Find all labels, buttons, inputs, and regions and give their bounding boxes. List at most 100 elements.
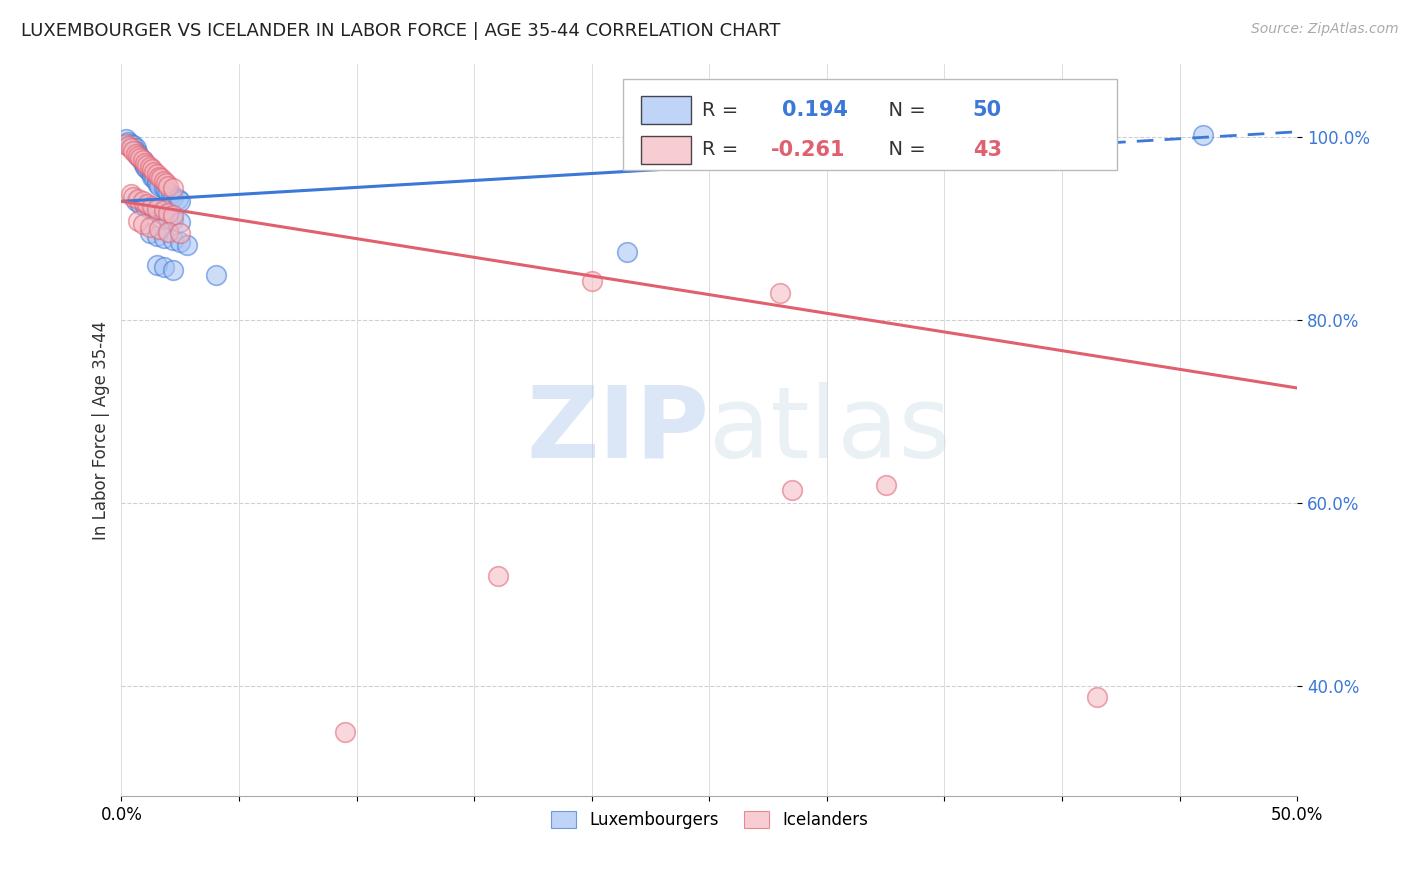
Point — [122, 144, 145, 158]
Text: ZIP: ZIP — [526, 382, 709, 479]
Point — [141, 169, 163, 184]
Point — [152, 203, 174, 218]
Text: N =: N = — [876, 140, 932, 159]
Point — [141, 167, 163, 181]
Text: 50: 50 — [973, 100, 1002, 120]
Point — [131, 156, 153, 170]
Point — [131, 153, 153, 168]
Text: -0.261: -0.261 — [770, 140, 845, 160]
Point — [145, 176, 167, 190]
Point — [131, 194, 153, 209]
Point — [176, 238, 198, 252]
Text: R =: R = — [702, 101, 745, 120]
Point — [169, 227, 191, 241]
FancyBboxPatch shape — [641, 96, 690, 124]
Point — [124, 144, 146, 158]
Legend: Luxembourgers, Icelanders: Luxembourgers, Icelanders — [544, 804, 875, 835]
Point — [152, 208, 174, 222]
Point — [155, 183, 177, 197]
Point — [124, 141, 146, 155]
Point — [145, 202, 167, 216]
Point — [148, 169, 170, 184]
Point — [143, 171, 166, 186]
Point — [157, 206, 180, 220]
Point — [136, 162, 159, 177]
Point — [157, 178, 180, 193]
Point — [134, 199, 156, 213]
Point — [136, 197, 159, 211]
Text: LUXEMBOURGER VS ICELANDER IN LABOR FORCE | AGE 35-44 CORRELATION CHART: LUXEMBOURGER VS ICELANDER IN LABOR FORCE… — [21, 22, 780, 40]
Point — [129, 151, 152, 165]
Point — [141, 199, 163, 213]
Point — [124, 194, 146, 209]
Point — [117, 139, 139, 153]
Point — [162, 233, 184, 247]
Point — [120, 186, 142, 201]
Point — [145, 229, 167, 244]
Point — [333, 725, 356, 739]
Point — [155, 176, 177, 190]
Point — [162, 180, 184, 194]
Point — [131, 217, 153, 231]
Point — [169, 235, 191, 250]
Point — [134, 156, 156, 170]
Text: Source: ZipAtlas.com: Source: ZipAtlas.com — [1251, 22, 1399, 37]
Point — [486, 569, 509, 583]
Point — [162, 212, 184, 227]
Point — [124, 146, 146, 161]
Point — [115, 136, 138, 151]
Point — [157, 225, 180, 239]
Text: 43: 43 — [973, 140, 1001, 160]
Y-axis label: In Labor Force | Age 35-44: In Labor Force | Age 35-44 — [93, 320, 110, 540]
Point — [143, 165, 166, 179]
Point — [157, 211, 180, 225]
Point — [141, 162, 163, 177]
Point — [122, 138, 145, 153]
Point — [1192, 128, 1215, 142]
Point — [152, 260, 174, 275]
Point — [169, 215, 191, 229]
Point — [129, 151, 152, 165]
Point — [204, 268, 226, 282]
Point — [138, 165, 160, 179]
Point — [136, 158, 159, 172]
Point — [138, 219, 160, 234]
Point — [152, 174, 174, 188]
Point — [148, 221, 170, 235]
Point — [138, 227, 160, 241]
Point — [169, 194, 191, 209]
Point — [145, 258, 167, 272]
Point — [145, 167, 167, 181]
Point — [581, 274, 603, 288]
Point — [780, 483, 803, 497]
Point — [769, 285, 792, 300]
Point — [115, 132, 138, 146]
Point — [157, 185, 180, 199]
Point — [162, 263, 184, 277]
Point — [148, 178, 170, 193]
Point — [127, 193, 149, 207]
Point — [145, 174, 167, 188]
Point — [134, 161, 156, 175]
Point — [143, 203, 166, 218]
Point — [127, 148, 149, 162]
Point — [1085, 690, 1108, 705]
Point — [129, 197, 152, 211]
Point — [131, 153, 153, 168]
Point — [167, 192, 190, 206]
Point — [162, 208, 184, 222]
Text: atlas: atlas — [709, 382, 950, 479]
Point — [159, 186, 181, 201]
Point — [127, 214, 149, 228]
Point — [152, 180, 174, 194]
Point — [150, 171, 173, 186]
Point — [117, 135, 139, 149]
Text: 0.194: 0.194 — [782, 100, 848, 120]
Point — [148, 206, 170, 220]
Point — [138, 161, 160, 175]
FancyBboxPatch shape — [641, 136, 690, 163]
Point — [122, 190, 145, 204]
Text: R =: R = — [702, 140, 745, 159]
Point — [120, 136, 142, 151]
Point — [134, 158, 156, 172]
